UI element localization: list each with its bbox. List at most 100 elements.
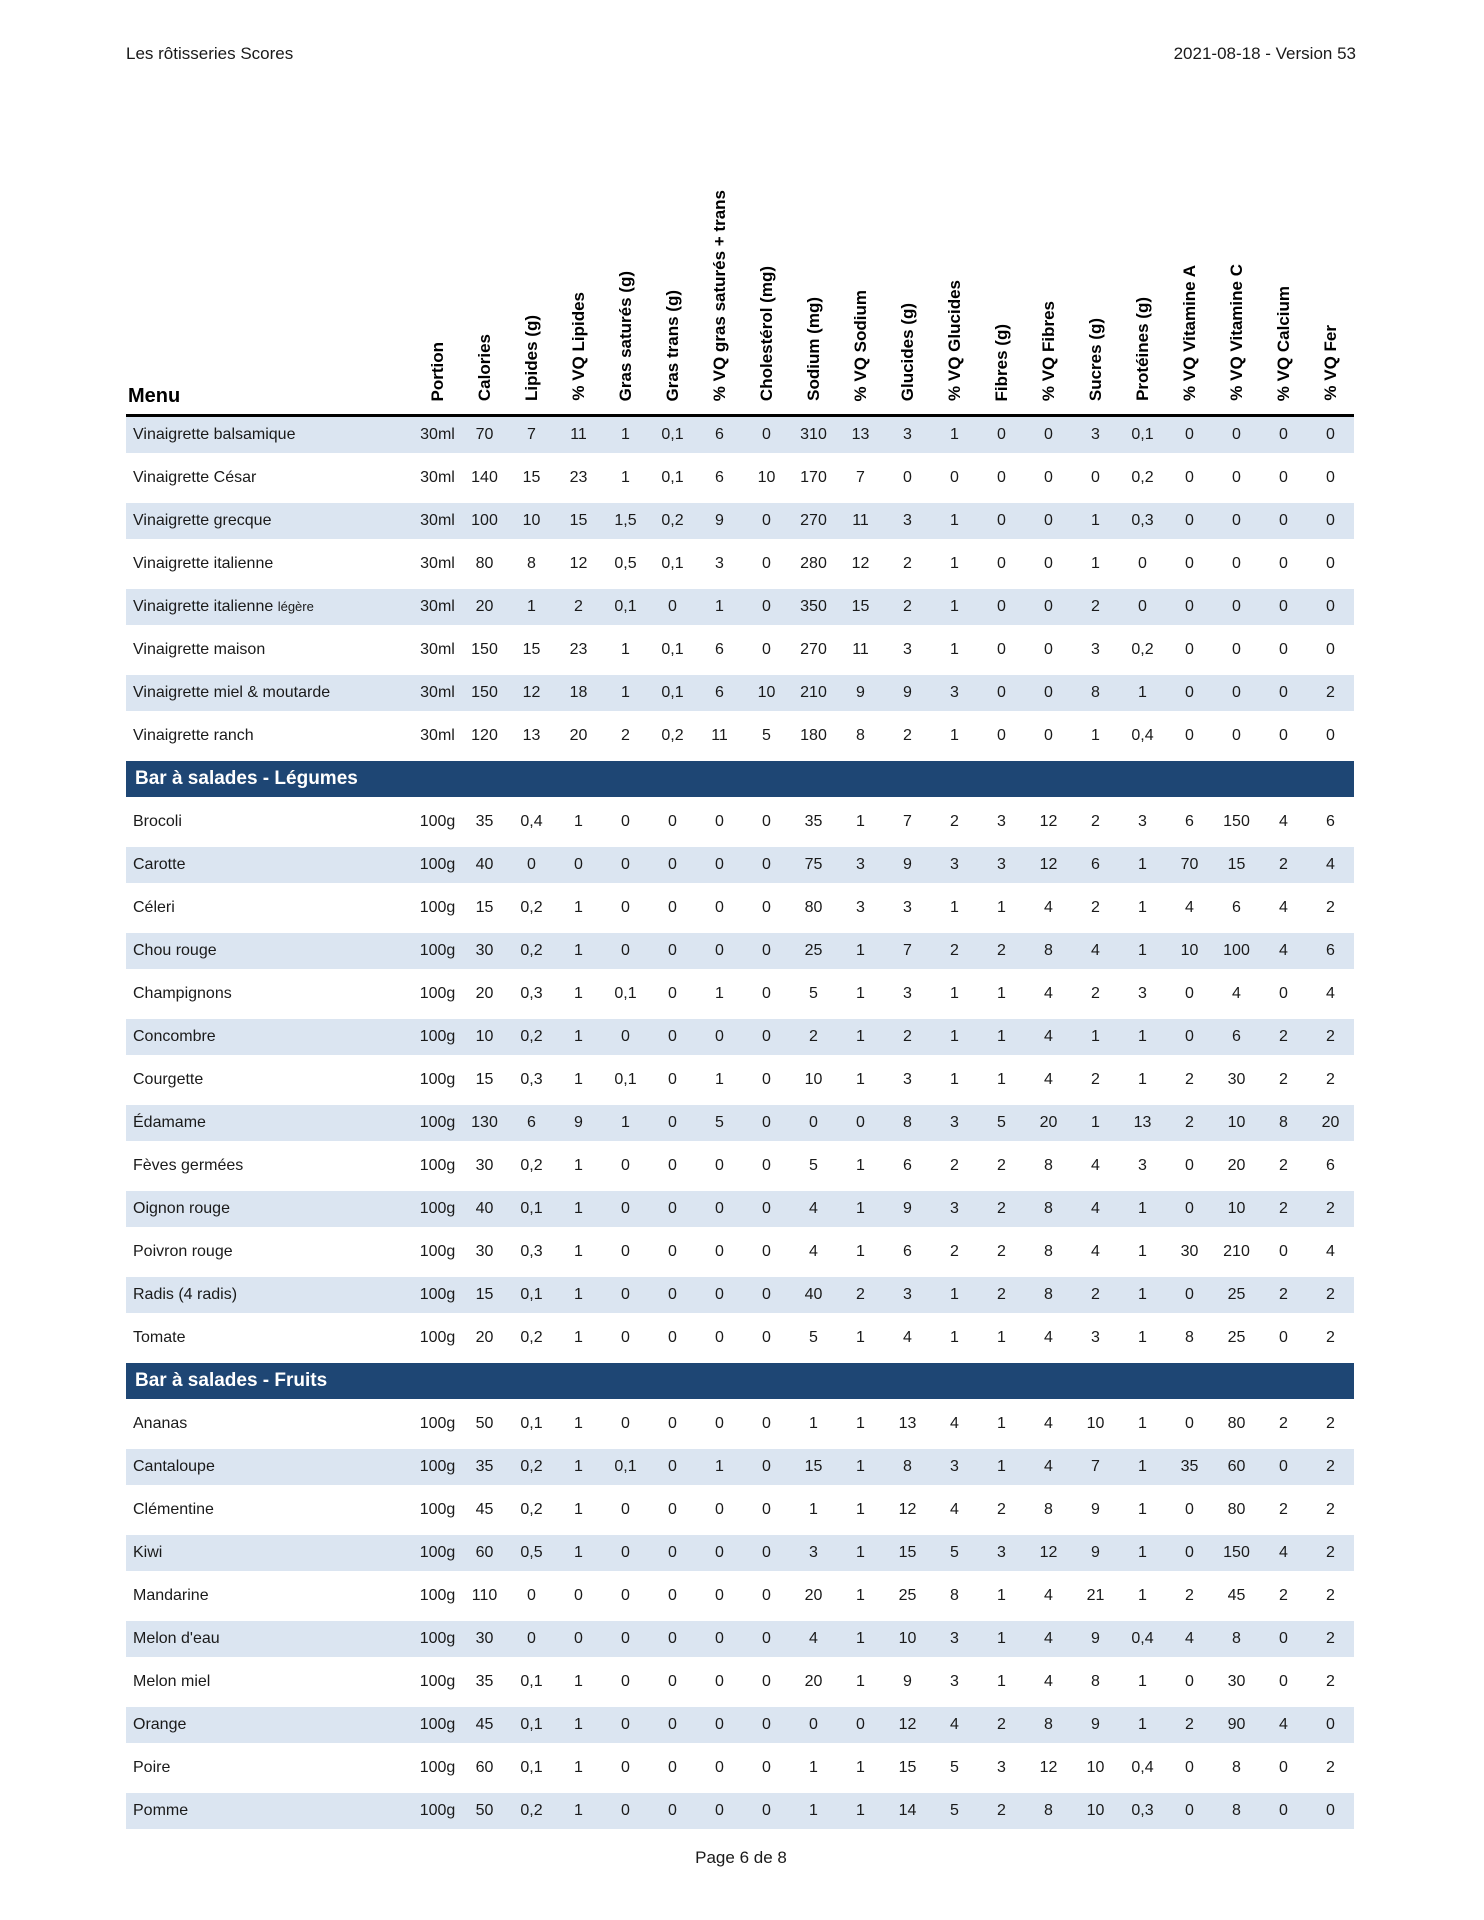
value-cell: 6 bbox=[1213, 886, 1260, 933]
value-cell: 8 bbox=[1025, 1789, 1072, 1836]
value-cell: 10 bbox=[1072, 1789, 1119, 1836]
value-cell: 4 bbox=[1260, 929, 1307, 976]
value-cell: 0 bbox=[978, 499, 1025, 546]
value-cell: 3 bbox=[1072, 628, 1119, 675]
value-cell: 12 bbox=[1025, 1531, 1072, 1578]
value-cell: 25 bbox=[1213, 1316, 1260, 1363]
menu-item-cell: Mandarine bbox=[126, 1574, 414, 1621]
value-cell: 2 bbox=[978, 1789, 1025, 1836]
value-cell: 50 bbox=[461, 1789, 508, 1836]
value-cell: 0,2 bbox=[1119, 456, 1166, 503]
value-cell: 2 bbox=[837, 1273, 884, 1320]
value-cell: 3 bbox=[931, 1445, 978, 1492]
value-cell: 0 bbox=[1260, 1789, 1307, 1836]
value-cell: 2 bbox=[978, 1488, 1025, 1535]
value-cell: 0 bbox=[1307, 456, 1354, 503]
value-cell: 0 bbox=[649, 1617, 696, 1664]
menu-item-name: Carotte bbox=[133, 856, 186, 873]
value-cell: 0,2 bbox=[508, 929, 555, 976]
value-cell: 0,3 bbox=[508, 972, 555, 1019]
table-row: Poire 100g 60 0,1 1 0 0 0 0 1 1 15 5 3 12 10 0,4 0 8 0 2 bbox=[126, 1746, 1354, 1793]
value-cell: 0 bbox=[649, 1402, 696, 1449]
value-cell: 1 bbox=[1119, 1660, 1166, 1707]
value-cell: 0 bbox=[649, 929, 696, 976]
value-cell: 2 bbox=[1072, 1058, 1119, 1105]
value-cell: 0 bbox=[602, 1316, 649, 1363]
menu-item-cell: Poire bbox=[126, 1746, 414, 1793]
table-row: Oignon rouge 100g 40 0,1 1 0 0 0 0 4 1 9 3 2 8 4 1 0 10 2 2 bbox=[126, 1187, 1354, 1234]
value-cell: 1 bbox=[1119, 1187, 1166, 1234]
value-cell: 2 bbox=[978, 1703, 1025, 1750]
value-cell: 100g bbox=[414, 972, 461, 1019]
value-cell: 2 bbox=[1307, 1746, 1354, 1793]
column-header-label: % VQ gras saturés + trans bbox=[709, 189, 729, 401]
value-cell: 4 bbox=[1025, 1316, 1072, 1363]
menu-item-cell: Concombre bbox=[126, 1015, 414, 1062]
column-header: % VQ Fibres bbox=[1025, 128, 1072, 417]
value-cell: 2 bbox=[978, 929, 1025, 976]
value-cell: 20 bbox=[461, 972, 508, 1019]
value-cell: 0 bbox=[1260, 972, 1307, 1019]
menu-item-cell: Cantaloupe bbox=[126, 1445, 414, 1492]
value-cell: 6 bbox=[1307, 929, 1354, 976]
value-cell: 1 bbox=[837, 1531, 884, 1578]
value-cell: 0 bbox=[743, 1101, 790, 1148]
value-cell: 0 bbox=[602, 886, 649, 933]
value-cell: 2 bbox=[1307, 1402, 1354, 1449]
table-row: Poivron rouge 100g 30 0,3 1 0 0 0 0 4 1 6 2 2 8 4 1 30 210… bbox=[126, 1230, 1354, 1277]
value-cell: 1 bbox=[555, 1660, 602, 1707]
value-cell: 0 bbox=[743, 1058, 790, 1105]
value-cell: 1 bbox=[1119, 1230, 1166, 1277]
value-cell: 15 bbox=[884, 1531, 931, 1578]
value-cell: 3 bbox=[884, 1058, 931, 1105]
value-cell: 13 bbox=[837, 415, 884, 460]
value-cell: 35 bbox=[461, 1660, 508, 1707]
value-cell: 350 bbox=[790, 585, 837, 632]
value-cell: 100g bbox=[414, 1746, 461, 1793]
value-cell: 100g bbox=[414, 1144, 461, 1191]
value-cell: 2 bbox=[884, 542, 931, 589]
value-cell: 6 bbox=[884, 1144, 931, 1191]
value-cell: 0 bbox=[743, 628, 790, 675]
value-cell: 12 bbox=[837, 542, 884, 589]
value-cell: 11 bbox=[696, 714, 743, 761]
header-row: Menu Portion Calories Lipides (g) % VQ Lipid… bbox=[126, 128, 1354, 417]
value-cell: 1 bbox=[555, 1703, 602, 1750]
value-cell: 100g bbox=[414, 1789, 461, 1836]
value-cell: 0 bbox=[1119, 542, 1166, 589]
value-cell: 1 bbox=[837, 1660, 884, 1707]
value-cell: 20 bbox=[461, 585, 508, 632]
table-row: Brocoli 100g 35 0,4 1 0 0 0 0 35 1 7 2 3 12 2 3 6 150 4 6 bbox=[126, 800, 1354, 847]
value-cell: 2 bbox=[1072, 972, 1119, 1019]
value-cell: 4 bbox=[1213, 972, 1260, 1019]
value-cell: 1 bbox=[837, 1015, 884, 1062]
value-cell: 40 bbox=[461, 843, 508, 890]
value-cell: 0 bbox=[649, 1144, 696, 1191]
value-cell: 0 bbox=[649, 886, 696, 933]
value-cell: 2 bbox=[1307, 1445, 1354, 1492]
column-header: Protéines (g) bbox=[1119, 128, 1166, 417]
value-cell: 20 bbox=[1213, 1144, 1260, 1191]
value-cell: 1 bbox=[1119, 886, 1166, 933]
menu-item-cell: Vinaigrette balsamique bbox=[126, 415, 414, 460]
value-cell: 100g bbox=[414, 1101, 461, 1148]
menu-item-name: Mandarine bbox=[133, 1587, 209, 1604]
value-cell: 0 bbox=[696, 1230, 743, 1277]
value-cell: 5 bbox=[743, 714, 790, 761]
value-cell: 100 bbox=[461, 499, 508, 546]
value-cell: 23 bbox=[555, 628, 602, 675]
menu-item-name: Clémentine bbox=[133, 1501, 214, 1518]
value-cell: 9 bbox=[1072, 1617, 1119, 1664]
value-cell: 270 bbox=[790, 499, 837, 546]
value-cell: 10 bbox=[1072, 1402, 1119, 1449]
value-cell: 0 bbox=[602, 1488, 649, 1535]
value-cell: 1 bbox=[602, 415, 649, 460]
menu-item-cell: Pomme bbox=[126, 1789, 414, 1836]
value-cell: 1 bbox=[978, 972, 1025, 1019]
value-cell: 0 bbox=[602, 1187, 649, 1234]
value-cell: 0 bbox=[1166, 542, 1213, 589]
value-cell: 2 bbox=[978, 1230, 1025, 1277]
value-cell: 6 bbox=[1213, 1015, 1260, 1062]
value-cell: 0 bbox=[1025, 714, 1072, 761]
value-cell: 4 bbox=[931, 1703, 978, 1750]
